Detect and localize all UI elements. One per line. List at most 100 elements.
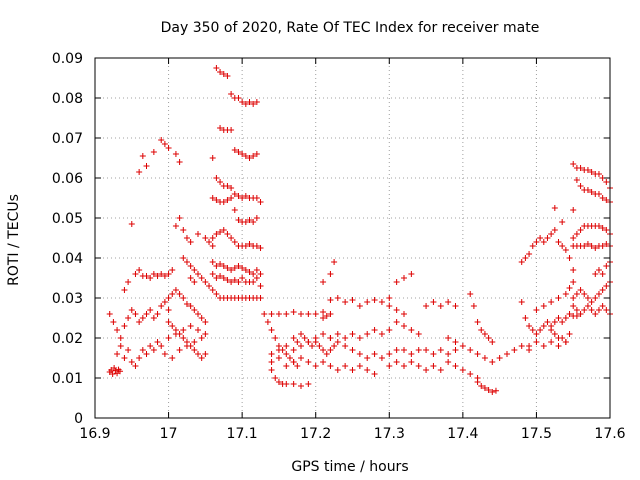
data-point (555, 315, 562, 321)
data-point (504, 351, 510, 357)
data-point (526, 251, 533, 257)
data-point (187, 275, 194, 281)
data-point (378, 355, 385, 361)
data-point (187, 303, 194, 309)
data-point (415, 331, 422, 337)
data-point (165, 145, 172, 151)
data-point (570, 207, 577, 213)
data-point (393, 319, 400, 325)
data-point (323, 313, 330, 319)
data-point (198, 315, 205, 321)
data-point (540, 323, 547, 329)
data-point (213, 291, 220, 297)
data-point (316, 343, 323, 349)
data-point (430, 299, 437, 305)
data-point (187, 263, 194, 269)
data-point (408, 271, 415, 277)
data-point (110, 319, 117, 325)
data-point (114, 351, 121, 357)
data-point (250, 279, 257, 285)
data-point (401, 311, 407, 317)
data-point (603, 179, 610, 185)
data-point (209, 287, 216, 293)
data-point (485, 335, 492, 341)
data-point (548, 327, 555, 333)
data-point (599, 195, 606, 201)
data-point (562, 339, 569, 345)
data-point (566, 311, 573, 317)
data-point (275, 347, 282, 353)
data-point (467, 347, 474, 353)
data-point (121, 323, 128, 329)
data-point (250, 101, 257, 107)
data-point (511, 347, 518, 353)
data-point (106, 311, 113, 317)
data-point (213, 175, 220, 181)
data-point (172, 151, 179, 157)
data-point (242, 193, 249, 199)
data-point (401, 347, 407, 353)
x-tick-label: 17.3 (374, 426, 405, 442)
data-point (588, 243, 595, 249)
data-point (327, 363, 334, 369)
data-point (147, 307, 154, 313)
data-point (492, 387, 499, 394)
data-point (522, 255, 529, 261)
data-point (485, 387, 492, 393)
y-tick-label: 0.01 (52, 371, 83, 387)
data-point (430, 363, 437, 369)
data-point (217, 273, 224, 279)
data-point (213, 263, 220, 269)
data-point (334, 331, 341, 337)
data-point (599, 225, 606, 231)
data-point (217, 179, 224, 185)
data-point (320, 309, 327, 315)
data-point (445, 351, 452, 357)
data-point (452, 303, 459, 309)
y-axis-label: ROTI / TECUs (6, 194, 22, 286)
data-point (198, 335, 205, 341)
data-point (470, 303, 477, 309)
data-point (195, 271, 201, 277)
data-point (239, 275, 246, 281)
x-tick-label: 16.9 (79, 426, 110, 442)
data-point (158, 343, 165, 349)
data-point (548, 339, 555, 345)
data-point (349, 367, 356, 373)
data-point (559, 243, 566, 249)
data-point (356, 303, 363, 309)
data-point (588, 189, 595, 195)
data-point (408, 359, 415, 365)
x-axis-label: GPS time / hours (291, 459, 408, 475)
data-point (573, 291, 580, 297)
data-point (169, 267, 176, 273)
data-point (147, 343, 154, 349)
data-point (559, 319, 566, 325)
data-point (599, 243, 606, 249)
data-point (445, 359, 452, 365)
data-point (172, 331, 179, 337)
data-point (518, 299, 525, 305)
data-point (371, 327, 378, 333)
data-point (298, 343, 304, 349)
data-point (250, 271, 257, 277)
data-point (518, 343, 525, 349)
data-point (323, 351, 330, 357)
data-point (224, 73, 231, 79)
data-point (290, 335, 297, 341)
data-point (235, 263, 242, 269)
data-point (551, 331, 558, 337)
data-point (161, 299, 168, 305)
data-point (239, 195, 246, 201)
data-point (559, 219, 566, 225)
data-point (158, 303, 165, 309)
data-point (334, 339, 341, 345)
data-point (573, 313, 580, 319)
data-point (423, 367, 430, 373)
data-point (320, 359, 327, 365)
data-point (540, 303, 547, 309)
data-point (320, 315, 327, 321)
data-point (537, 235, 544, 241)
data-point (202, 279, 209, 285)
data-point (566, 285, 573, 291)
